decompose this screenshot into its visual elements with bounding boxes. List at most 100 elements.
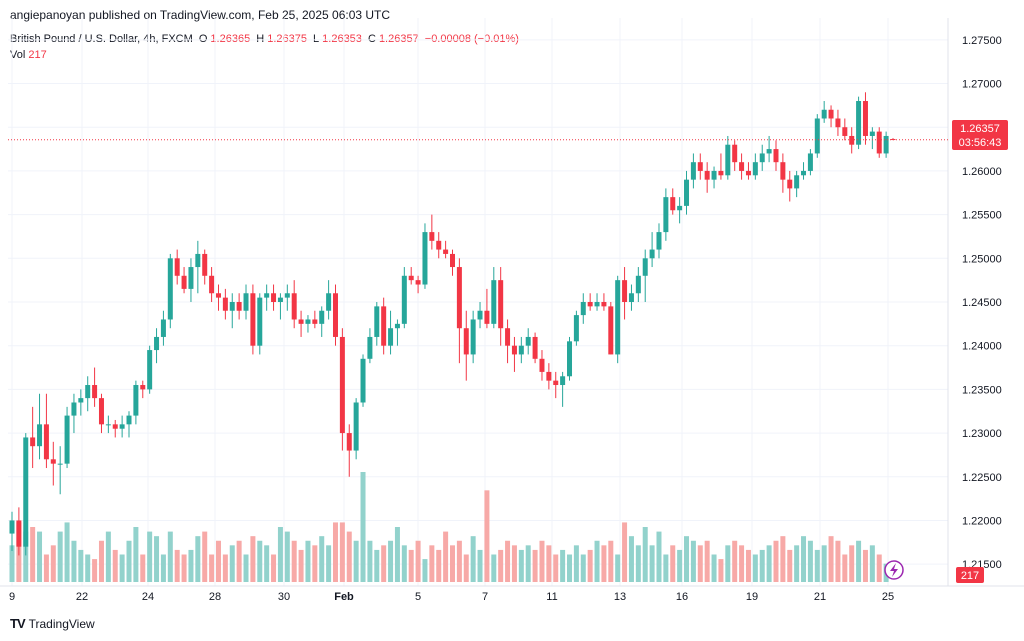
volume-bar bbox=[752, 554, 758, 582]
candle-body bbox=[9, 520, 15, 534]
volume-bar bbox=[876, 554, 882, 582]
volume-bar bbox=[291, 540, 297, 582]
volume-bar bbox=[50, 545, 56, 582]
candle-body bbox=[264, 293, 270, 298]
volume-bar bbox=[443, 531, 449, 582]
volume-bar bbox=[787, 549, 793, 582]
volume-bar bbox=[601, 545, 607, 582]
candle-body bbox=[154, 336, 160, 351]
volume-bar bbox=[257, 540, 263, 582]
high-value: 1.26375 bbox=[267, 33, 307, 45]
candle-body bbox=[532, 336, 538, 359]
volume-bar bbox=[346, 531, 352, 582]
candle-body bbox=[346, 433, 352, 451]
candle-body bbox=[470, 319, 476, 355]
candle-body bbox=[388, 328, 394, 346]
price-badge: 1.26357 03:56:43 bbox=[952, 120, 1008, 150]
candle-body bbox=[332, 293, 338, 337]
volume-bar bbox=[277, 527, 283, 582]
volume-bar bbox=[580, 554, 586, 582]
volume-bar bbox=[505, 540, 511, 582]
candle-body bbox=[353, 402, 359, 451]
candle-body bbox=[37, 424, 43, 447]
volume-bar bbox=[842, 554, 848, 582]
candle-body bbox=[16, 520, 22, 547]
volume-bar bbox=[394, 527, 400, 582]
candle-body bbox=[725, 144, 731, 176]
candle-body bbox=[766, 149, 772, 154]
candle-body bbox=[546, 371, 552, 381]
volume-bar bbox=[160, 554, 166, 582]
candle-body bbox=[491, 280, 497, 324]
time-tick-label: 7 bbox=[482, 591, 488, 603]
candle-body bbox=[835, 118, 841, 128]
candle-body bbox=[57, 463, 63, 465]
volume-bar bbox=[37, 531, 43, 582]
candle-body bbox=[443, 249, 449, 254]
price-tick-label: 1.23000 bbox=[962, 428, 1002, 440]
volume-bar bbox=[690, 540, 696, 582]
candle-body bbox=[759, 153, 765, 163]
time-tick-label: 11 bbox=[546, 591, 557, 603]
candle-body bbox=[181, 275, 187, 289]
time-tick-label: 24 bbox=[142, 591, 154, 603]
volume-bar bbox=[367, 540, 373, 582]
volume-bar bbox=[525, 545, 531, 582]
volume-bar bbox=[167, 531, 173, 582]
volume-bar bbox=[573, 545, 579, 582]
price-tick-label: 1.24000 bbox=[962, 341, 1002, 353]
candle-body bbox=[560, 376, 566, 386]
candle-body bbox=[147, 350, 153, 390]
candle-body bbox=[394, 323, 400, 329]
volume-bar bbox=[222, 554, 228, 582]
volume-bar bbox=[271, 554, 277, 582]
volume-bar bbox=[85, 554, 91, 582]
time-tick-label: 16 bbox=[676, 591, 688, 603]
candle-body bbox=[450, 253, 455, 268]
candle-body bbox=[195, 253, 201, 268]
candle-body bbox=[684, 179, 690, 206]
candle-body bbox=[807, 153, 813, 171]
volume-bar bbox=[339, 522, 345, 582]
candle-body bbox=[140, 385, 146, 390]
candle-body bbox=[30, 437, 36, 447]
candle-body bbox=[718, 170, 724, 176]
candlesticks bbox=[9, 92, 896, 556]
candle-body bbox=[360, 358, 366, 403]
symbol-name[interactable]: British Pound / U.S. Dollar, 4h, FXCM bbox=[10, 33, 193, 45]
volume-bar bbox=[463, 554, 469, 582]
candle-body bbox=[126, 415, 132, 425]
volume-bar bbox=[780, 536, 786, 582]
candle-body bbox=[498, 280, 504, 329]
volume-bar bbox=[814, 549, 820, 582]
candle-body bbox=[869, 131, 875, 136]
volume-bar bbox=[215, 540, 221, 582]
candle-body bbox=[319, 310, 325, 324]
volume-badge-bg bbox=[956, 567, 984, 583]
candle-body bbox=[436, 240, 442, 250]
candle-body bbox=[229, 302, 235, 311]
volume-bar bbox=[298, 549, 304, 582]
volume-bar bbox=[663, 554, 669, 582]
volume-bar bbox=[642, 527, 648, 582]
candle-body bbox=[209, 275, 215, 294]
volume-bar bbox=[456, 540, 462, 582]
footer-brand[interactable]: TV TradingView bbox=[10, 616, 95, 631]
volume-bar bbox=[608, 540, 614, 582]
candle-body bbox=[622, 280, 628, 302]
candle-body bbox=[463, 328, 469, 355]
candle-body bbox=[773, 149, 779, 163]
volume-bar bbox=[725, 545, 731, 582]
lightning-icon[interactable] bbox=[884, 560, 904, 580]
candle-body bbox=[883, 135, 889, 154]
volume-bar bbox=[484, 490, 490, 582]
candle-body bbox=[801, 170, 807, 176]
candle-body bbox=[456, 267, 462, 329]
candle-body bbox=[284, 293, 290, 298]
candle-body bbox=[477, 310, 483, 320]
volume-bar bbox=[174, 549, 180, 582]
price-axis: 1.275001.270001.265001.260001.255001.250… bbox=[962, 35, 1002, 571]
volume-bar bbox=[670, 545, 676, 582]
candle-body bbox=[312, 319, 318, 324]
